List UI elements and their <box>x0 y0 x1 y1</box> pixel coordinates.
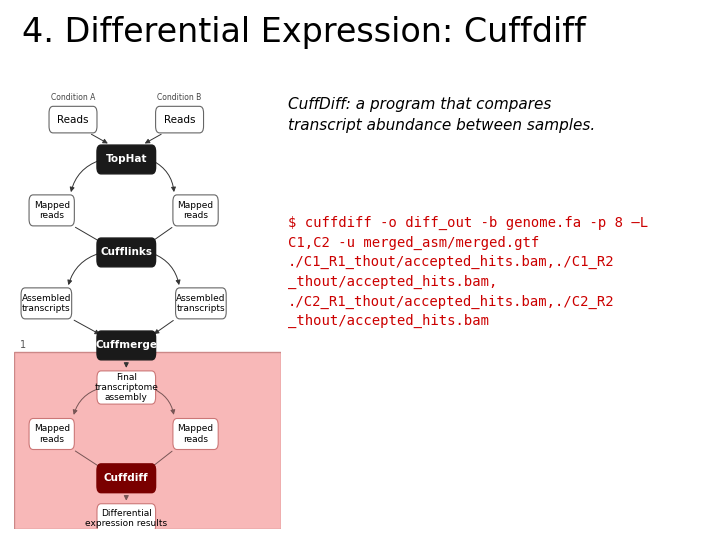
Text: Reads: Reads <box>164 114 195 125</box>
Text: Assembled
transcripts: Assembled transcripts <box>22 294 71 313</box>
Bar <box>14 352 281 529</box>
Text: Condition A: Condition A <box>51 93 95 102</box>
FancyBboxPatch shape <box>173 418 218 449</box>
Text: CuffDiff: a program that compares
transcript abundance between samples.: CuffDiff: a program that compares transc… <box>288 97 595 133</box>
Text: Final
transcriptome
assembly: Final transcriptome assembly <box>94 373 158 402</box>
Text: Reads: Reads <box>58 114 89 125</box>
FancyBboxPatch shape <box>156 106 204 133</box>
Text: Cuffdiff: Cuffdiff <box>104 473 148 483</box>
FancyBboxPatch shape <box>97 464 156 492</box>
FancyBboxPatch shape <box>97 371 156 404</box>
FancyBboxPatch shape <box>97 331 156 360</box>
FancyBboxPatch shape <box>29 418 74 449</box>
Text: Mapped
reads: Mapped reads <box>34 201 70 220</box>
Text: $ cuffdiff -o diff_out -b genome.fa -p 8 –L
C1,C2 -u merged_asm/merged.gtf
./C1_: $ cuffdiff -o diff_out -b genome.fa -p 8… <box>288 216 648 328</box>
FancyBboxPatch shape <box>176 288 226 319</box>
Text: TopHat: TopHat <box>106 154 147 165</box>
Text: 1: 1 <box>19 340 26 350</box>
Text: Cufflinks: Cufflinks <box>100 247 153 258</box>
FancyBboxPatch shape <box>29 195 74 226</box>
Text: Mapped
reads: Mapped reads <box>178 201 214 220</box>
FancyBboxPatch shape <box>21 288 72 319</box>
FancyBboxPatch shape <box>49 106 97 133</box>
FancyBboxPatch shape <box>97 238 156 267</box>
Text: 4. Differential Expression: Cuffdiff: 4. Differential Expression: Cuffdiff <box>22 16 585 49</box>
FancyBboxPatch shape <box>97 145 156 174</box>
Text: Assembled
transcripts: Assembled transcripts <box>176 294 225 313</box>
Text: Mapped
reads: Mapped reads <box>178 424 214 443</box>
FancyBboxPatch shape <box>173 195 218 226</box>
FancyBboxPatch shape <box>97 504 156 532</box>
Text: Mapped
reads: Mapped reads <box>34 424 70 443</box>
Text: Condition B: Condition B <box>158 93 202 102</box>
Text: Differential
expression results: Differential expression results <box>85 509 167 528</box>
Text: Cuffmerge: Cuffmerge <box>95 340 157 350</box>
